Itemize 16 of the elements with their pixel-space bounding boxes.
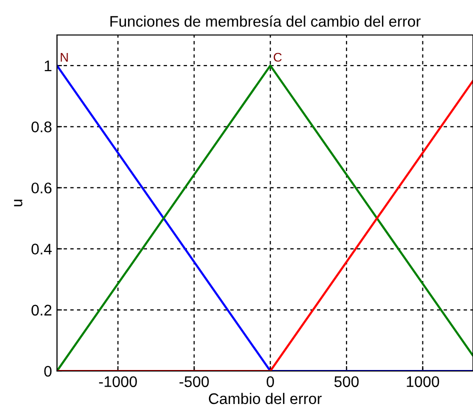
y-tick-label: 1: [44, 60, 52, 72]
y-tick-label: 0.2: [32, 304, 52, 316]
x-axis-title: Cambio del error: [208, 392, 322, 404]
y-tick-label: 0: [44, 366, 52, 377]
y-axis-title: u: [14, 200, 22, 206]
y-tick-label: 0.4: [32, 244, 52, 255]
y-tick-label: 0.6: [32, 182, 52, 194]
x-tick-label: 1000: [406, 376, 440, 388]
annotation: N: [60, 52, 68, 62]
chart-title: Funciones de membresía del cambio del error: [110, 15, 421, 27]
x-tick-label: 500: [334, 376, 359, 388]
x-tick-label: -500: [180, 376, 209, 388]
y-tick-label: 0.8: [32, 122, 52, 132]
x-tick-label: 0: [266, 376, 274, 388]
annotation: C: [274, 52, 282, 62]
x-tick-label: -1000: [99, 376, 137, 388]
